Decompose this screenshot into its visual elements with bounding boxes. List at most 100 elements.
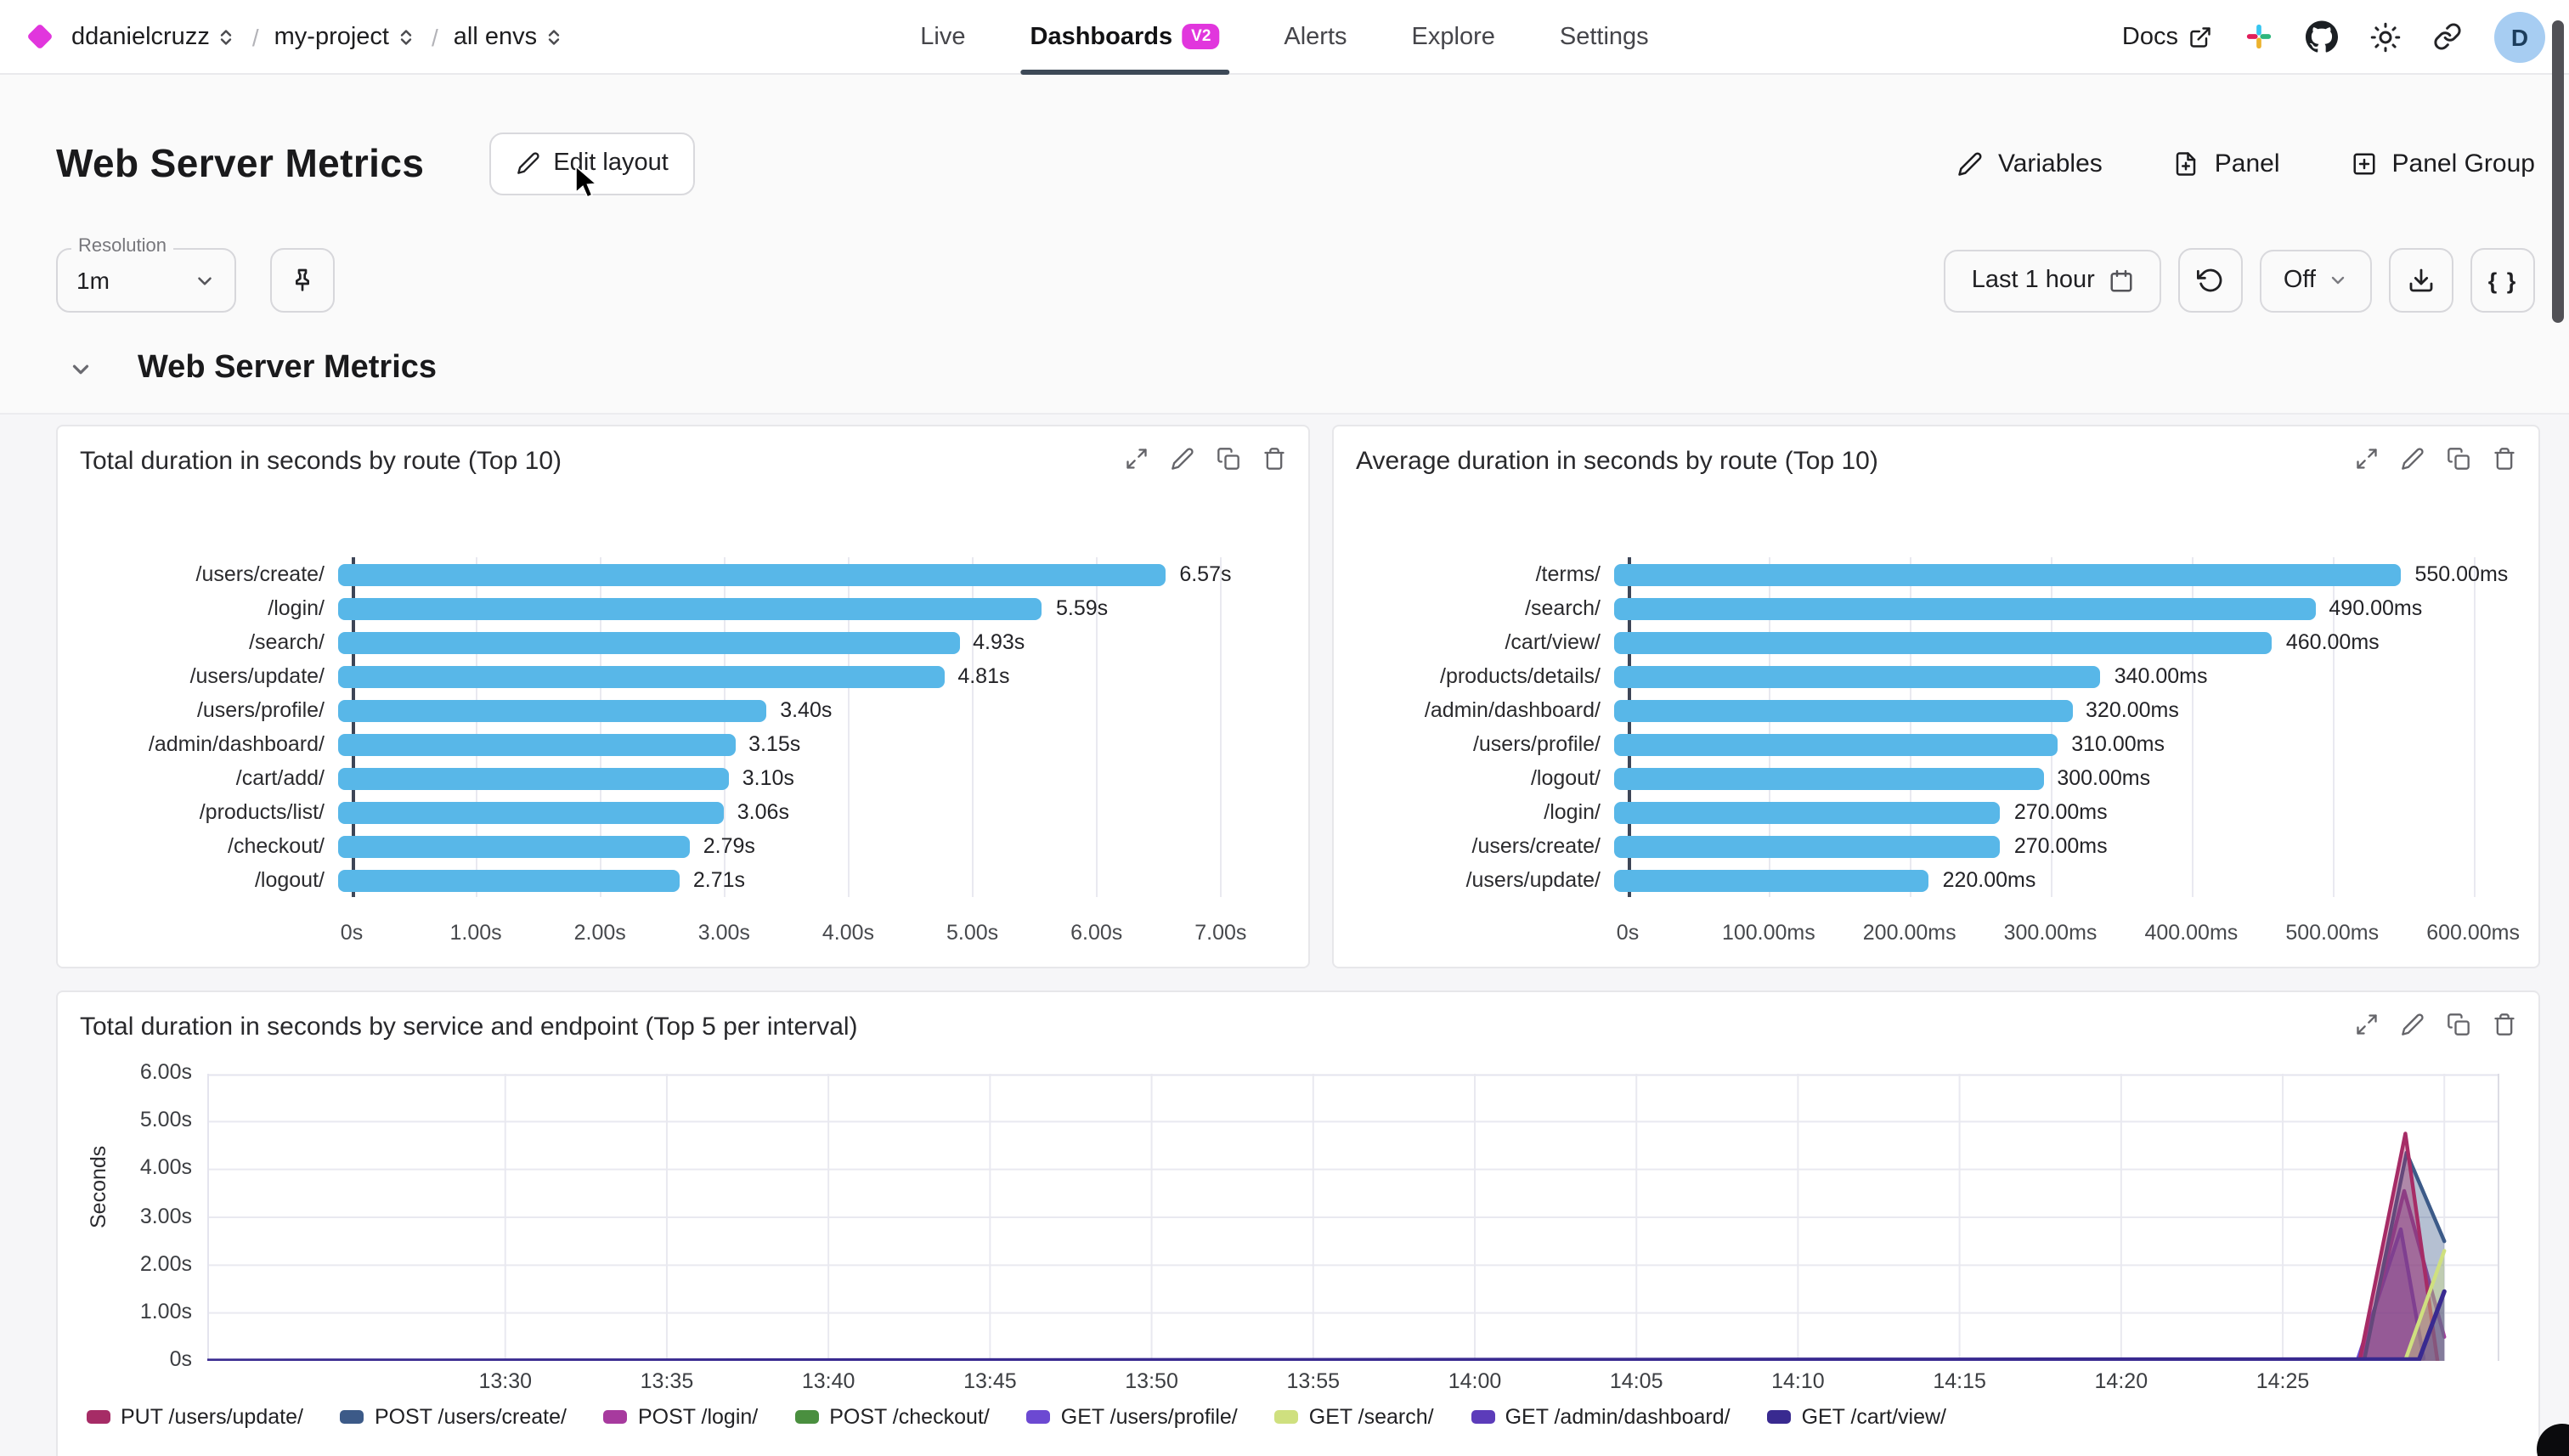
- tab-dashboards[interactable]: Dashboards V2: [1019, 0, 1231, 75]
- x-tick-label: 14:20: [2094, 1369, 2148, 1393]
- delete-icon[interactable]: [2493, 1013, 2516, 1036]
- x-axis-labels: 0s 100.00ms 200.00ms 300.00ms 400.00ms 500.00…: [1617, 921, 2520, 948]
- legend-item[interactable]: POST /users/create/: [340, 1405, 567, 1429]
- legend-swatch: [1274, 1410, 1299, 1424]
- y-tick-label: 1.00s: [139, 1299, 192, 1323]
- legend-item[interactable]: GET /admin/dashboard/: [1471, 1405, 1731, 1429]
- x-tick-label: 13:35: [640, 1369, 694, 1393]
- docs-link[interactable]: Docs: [2122, 23, 2212, 50]
- bar-value-label: 460.00ms: [2285, 629, 2380, 653]
- add-panel-group-button[interactable]: Panel Group: [2352, 149, 2535, 178]
- y-tick-label: 6.00s: [139, 1060, 192, 1084]
- bar[interactable]: [1614, 801, 2001, 823]
- breadcrumb-separator: /: [251, 23, 259, 50]
- series-area: [207, 1291, 2445, 1361]
- tab-alerts[interactable]: Alerts: [1284, 0, 1347, 73]
- bar[interactable]: [1614, 699, 2073, 721]
- download-button[interactable]: [2389, 248, 2453, 313]
- panel-header: Average duration in seconds by route (To…: [1334, 426, 2538, 476]
- duplicate-icon[interactable]: [2447, 447, 2470, 471]
- add-panel-button[interactable]: Panel: [2174, 149, 2280, 178]
- time-range-button[interactable]: Last 1 hour: [1944, 249, 2161, 312]
- expand-icon[interactable]: [2355, 447, 2379, 471]
- bar-row: /search/4.93s: [80, 625, 1264, 659]
- duplicate-icon[interactable]: [1217, 447, 1240, 471]
- bar-value-label: 270.00ms: [2013, 799, 2108, 823]
- bar-value-label: 3.40s: [780, 697, 833, 721]
- delete-icon[interactable]: [2493, 447, 2516, 471]
- x-tick-label: 14:15: [1933, 1369, 1986, 1393]
- bar[interactable]: [338, 631, 960, 653]
- refresh-ccw-icon: [2196, 268, 2222, 292]
- bar[interactable]: [1614, 563, 2402, 585]
- bar[interactable]: [338, 801, 724, 823]
- bar-value-label: 6.57s: [1179, 562, 1232, 585]
- pin-resolution-button[interactable]: [270, 248, 335, 313]
- bar[interactable]: [1614, 767, 2044, 789]
- legend-item[interactable]: POST /login/: [603, 1405, 758, 1429]
- chevron-down-icon[interactable]: [68, 356, 93, 381]
- edit-icon[interactable]: [2401, 447, 2425, 471]
- plus-square-icon: [2353, 152, 2375, 174]
- share-link-icon[interactable]: [2433, 22, 2462, 51]
- variables-button[interactable]: Variables: [1957, 149, 2103, 178]
- scrollbar-thumb[interactable]: [2552, 20, 2564, 323]
- bar[interactable]: [1614, 835, 2001, 857]
- expand-icon[interactable]: [1125, 447, 1149, 471]
- x-tick-label: 13:40: [801, 1369, 855, 1393]
- legend-item[interactable]: GET /cart/view/: [1767, 1405, 1946, 1429]
- bar[interactable]: [338, 733, 736, 755]
- delete-icon[interactable]: [1262, 447, 1286, 471]
- x-tick-label: 500.00ms: [2285, 921, 2380, 945]
- dashboard-controls: Resolution 1m Last 1 hour Off { }: [56, 236, 2535, 314]
- bar[interactable]: [1614, 665, 2101, 687]
- duplicate-icon[interactable]: [2447, 1013, 2470, 1036]
- github-icon[interactable]: [2306, 20, 2338, 53]
- panel-actions: [2355, 1013, 2516, 1036]
- gridline: [600, 557, 602, 897]
- legend-swatch: [87, 1410, 110, 1424]
- bar[interactable]: [338, 699, 767, 721]
- edit-icon[interactable]: [1171, 447, 1194, 471]
- edit-icon[interactable]: [2401, 1013, 2425, 1036]
- bar-row: /users/create/6.57s: [80, 557, 1264, 591]
- tab-explore[interactable]: Explore: [1412, 0, 1495, 73]
- bar[interactable]: [338, 869, 680, 891]
- slack-icon[interactable]: [2244, 22, 2273, 51]
- brand-logo-icon[interactable]: [26, 23, 54, 50]
- breadcrumb-org-label: ddanielcruzz: [71, 23, 210, 50]
- json-view-button[interactable]: { }: [2470, 248, 2535, 313]
- user-avatar[interactable]: D: [2494, 11, 2545, 62]
- legend-item[interactable]: GET /users/profile/: [1026, 1405, 1238, 1429]
- legend-swatch: [795, 1410, 820, 1424]
- legend-item[interactable]: PUT /users/update/: [87, 1405, 303, 1429]
- bar[interactable]: [338, 597, 1042, 619]
- category-label: /checkout/: [228, 834, 325, 858]
- tab-live[interactable]: Live: [920, 0, 965, 73]
- bar[interactable]: [338, 665, 945, 687]
- legend-item[interactable]: GET /search/: [1274, 1405, 1434, 1429]
- bar[interactable]: [338, 835, 690, 857]
- breadcrumb-env[interactable]: all envs: [454, 23, 564, 50]
- bar[interactable]: [1614, 597, 2316, 619]
- bar-row: /users/profile/3.40s: [80, 693, 1264, 727]
- bar[interactable]: [338, 767, 729, 789]
- breadcrumb-org[interactable]: ddanielcruzz: [71, 23, 237, 50]
- bar[interactable]: [1614, 869, 1929, 891]
- resolution-select[interactable]: Resolution 1m: [56, 236, 236, 313]
- tab-settings[interactable]: Settings: [1560, 0, 1649, 73]
- x-tick-label: 7.00s: [1194, 921, 1247, 945]
- category-label: /login/: [1544, 800, 1601, 824]
- expand-icon[interactable]: [2355, 1013, 2379, 1036]
- bar[interactable]: [338, 563, 1166, 585]
- breadcrumb-separator: /: [432, 23, 438, 50]
- x-tick-label: 1.00s: [449, 921, 502, 945]
- bar[interactable]: [1614, 631, 2273, 653]
- legend-item[interactable]: POST /checkout/: [795, 1405, 990, 1429]
- auto-refresh-select[interactable]: Off: [2259, 249, 2372, 312]
- theme-sun-icon[interactable]: [2370, 21, 2401, 52]
- refresh-button[interactable]: [2177, 248, 2243, 313]
- series-line: [207, 1289, 2447, 1361]
- breadcrumb-project[interactable]: my-project: [274, 23, 416, 50]
- bar[interactable]: [1614, 733, 2058, 755]
